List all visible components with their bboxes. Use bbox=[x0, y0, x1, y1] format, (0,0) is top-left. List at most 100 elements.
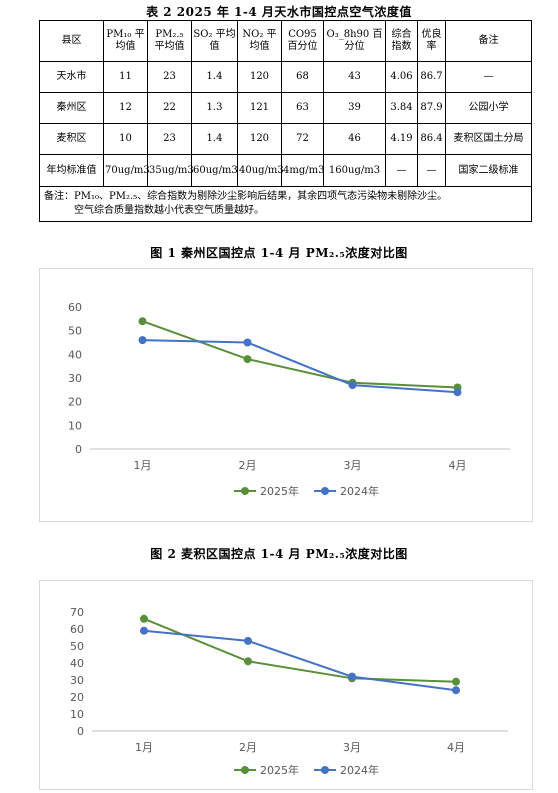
table-row: 秦州区 12 22 1.3 121 63 39 3.84 87.9 公园小学 bbox=[39, 92, 532, 124]
x-tick-label: 3月 bbox=[344, 459, 362, 472]
table-row: 天水市 11 23 1.4 120 68 43 4.06 86.7 — bbox=[39, 61, 532, 93]
legend-label: 2024年 bbox=[340, 484, 379, 498]
header-cell: 备注 bbox=[445, 20, 532, 62]
table-cell: 68 bbox=[281, 61, 324, 93]
chart-1: 0 10 20 30 40 50 60 1月 2月 3月 4月 2025年 2024年 bbox=[39, 268, 533, 522]
data-point bbox=[348, 672, 356, 681]
table-cell: 22 bbox=[147, 92, 192, 124]
table-cell: 天水市 bbox=[39, 61, 104, 93]
header-cell: PM₁₀ 平均值 bbox=[103, 20, 148, 62]
table-header-row: 县区 PM₁₀ 平均值 PM₂.₅ 平均值 SO₂ 平均值 NO₂ 平均值 CO… bbox=[39, 20, 532, 62]
y-tick-label: 40 bbox=[68, 348, 82, 361]
data-point bbox=[243, 338, 252, 347]
table-cell: 1.3 bbox=[191, 92, 238, 124]
table-cell: 72 bbox=[281, 123, 324, 155]
table-cell: 86.7 bbox=[417, 61, 446, 93]
data-point bbox=[453, 388, 462, 397]
data-point bbox=[244, 636, 252, 645]
series-line bbox=[142, 320, 458, 389]
y-tick-label: 10 bbox=[68, 419, 82, 432]
series-line bbox=[142, 339, 458, 394]
table-cell: 86.4 bbox=[417, 123, 446, 155]
table-cell: 1.4 bbox=[191, 61, 238, 93]
standard-row: 年均标准值 70ug/m3 35ug/m3 60ug/m3 40ug/m3 4m… bbox=[39, 154, 532, 187]
data-point bbox=[452, 677, 460, 686]
y-tick-label: 50 bbox=[70, 640, 84, 653]
y-tick-label: 0 bbox=[77, 725, 84, 738]
table-cell: 160ug/m3 bbox=[323, 154, 386, 187]
header-cell: NO₂ 平均值 bbox=[237, 20, 282, 62]
y-tick-label: 40 bbox=[70, 657, 84, 670]
y-tick-label: 60 bbox=[68, 301, 82, 314]
y-tick-label: 20 bbox=[70, 691, 84, 704]
table-cell: 23 bbox=[147, 123, 192, 155]
table-cell: 公园小学 bbox=[445, 92, 532, 124]
data-point bbox=[140, 626, 148, 635]
chart-2-svg: 0 10 20 30 40 50 60 70 1月 2月 3月 4月 2025年 2024年 bbox=[70, 606, 508, 777]
table-cell: 63 bbox=[281, 92, 324, 124]
table-cell: 70ug/m3 bbox=[103, 154, 150, 187]
y-tick-label: 0 bbox=[75, 443, 82, 456]
table-caption: 表 2 2025 年 1-4 月天水市国控点空气浓度值 bbox=[146, 5, 412, 19]
header-cell: O₃_8h90 百分位 bbox=[323, 20, 386, 62]
data-point bbox=[138, 336, 147, 345]
table-cell: 46 bbox=[323, 123, 386, 155]
chart-2: 0 10 20 30 40 50 60 70 1月 2月 3月 4月 2025年 2024年 bbox=[39, 580, 533, 790]
table-cell: 4.06 bbox=[385, 61, 418, 93]
table-cell: 120 bbox=[237, 61, 282, 93]
legend-label: 2024年 bbox=[340, 763, 379, 777]
table-cell: 11 bbox=[103, 61, 148, 93]
data-point bbox=[244, 657, 252, 666]
table-cell: 国家二级标准 bbox=[445, 154, 532, 187]
table-cell: 121 bbox=[237, 92, 282, 124]
legend-label: 2025年 bbox=[260, 763, 299, 777]
header-cell: 县区 bbox=[39, 20, 104, 62]
table-cell: 40ug/m3 bbox=[237, 154, 284, 187]
table-cell: 23 bbox=[147, 61, 192, 93]
x-tick-label: 2月 bbox=[239, 459, 257, 472]
table-cell: 10 bbox=[103, 123, 148, 155]
table-cell: 87.9 bbox=[417, 92, 446, 124]
chart-1-svg: 0 10 20 30 40 50 60 1月 2月 3月 4月 2025年 2024年 bbox=[68, 301, 510, 498]
table-cell: — bbox=[445, 61, 532, 93]
x-tick-label: 2月 bbox=[239, 741, 257, 754]
air-quality-table: 县区 PM₁₀ 平均值 PM₂.₅ 平均值 SO₂ 平均值 NO₂ 平均值 CO… bbox=[39, 20, 532, 222]
table-cell: 麦积区国土分局 bbox=[445, 123, 532, 155]
legend-swatch-marker bbox=[241, 766, 249, 774]
header-cell: 综合 指数 bbox=[385, 20, 418, 62]
data-point bbox=[243, 355, 252, 364]
header-cell: SO₂ 平均值 bbox=[191, 20, 238, 62]
legend-swatch-marker bbox=[321, 487, 329, 495]
table-cell: 3.84 bbox=[385, 92, 418, 124]
y-tick-label: 60 bbox=[70, 623, 84, 636]
data-point bbox=[138, 317, 147, 326]
table-cell: — bbox=[417, 154, 446, 187]
table-cell: 4.19 bbox=[385, 123, 418, 155]
y-tick-label: 20 bbox=[68, 396, 82, 409]
table-cell: 39 bbox=[323, 92, 386, 124]
table-cell: 1.4 bbox=[191, 123, 238, 155]
table-cell: 120 bbox=[237, 123, 282, 155]
data-point bbox=[140, 614, 148, 623]
table-cell: 秦州区 bbox=[39, 92, 104, 124]
data-point bbox=[348, 381, 357, 390]
header-cell: CO95 百分位 bbox=[281, 20, 324, 62]
legend-swatch-marker bbox=[241, 487, 249, 495]
table-cell: 4mg/m3 bbox=[281, 154, 324, 187]
chart-2-title: 图 2 麦积区国控点 1-4 月 PM₂.₅浓度对比图 bbox=[150, 547, 408, 561]
y-tick-label: 30 bbox=[70, 674, 84, 687]
note-line-2: 空气综合质量指数越小代表空气质量越好。 bbox=[74, 205, 264, 216]
series-line bbox=[143, 617, 457, 683]
legend-label: 2025年 bbox=[260, 484, 299, 498]
table-cell: 年均标准值 bbox=[39, 154, 104, 187]
table-cell: 60ug/m3 bbox=[191, 154, 238, 187]
note-row: 备注：PM₁₀、PM₂.₅、综合指数为剔除沙尘影响后结果，其余四项气态污染物未剔… bbox=[39, 186, 532, 222]
table-cell: 麦积区 bbox=[39, 123, 104, 155]
y-tick-label: 10 bbox=[70, 708, 84, 721]
table-note: 备注：PM₁₀、PM₂.₅、综合指数为剔除沙尘影响后结果，其余四项气态污染物未剔… bbox=[39, 186, 532, 222]
y-tick-label: 50 bbox=[68, 325, 82, 338]
series-line bbox=[143, 629, 457, 692]
header-cell: PM₂.₅ 平均值 bbox=[147, 20, 192, 62]
table-cell: — bbox=[385, 154, 418, 187]
y-tick-label: 70 bbox=[70, 606, 84, 619]
